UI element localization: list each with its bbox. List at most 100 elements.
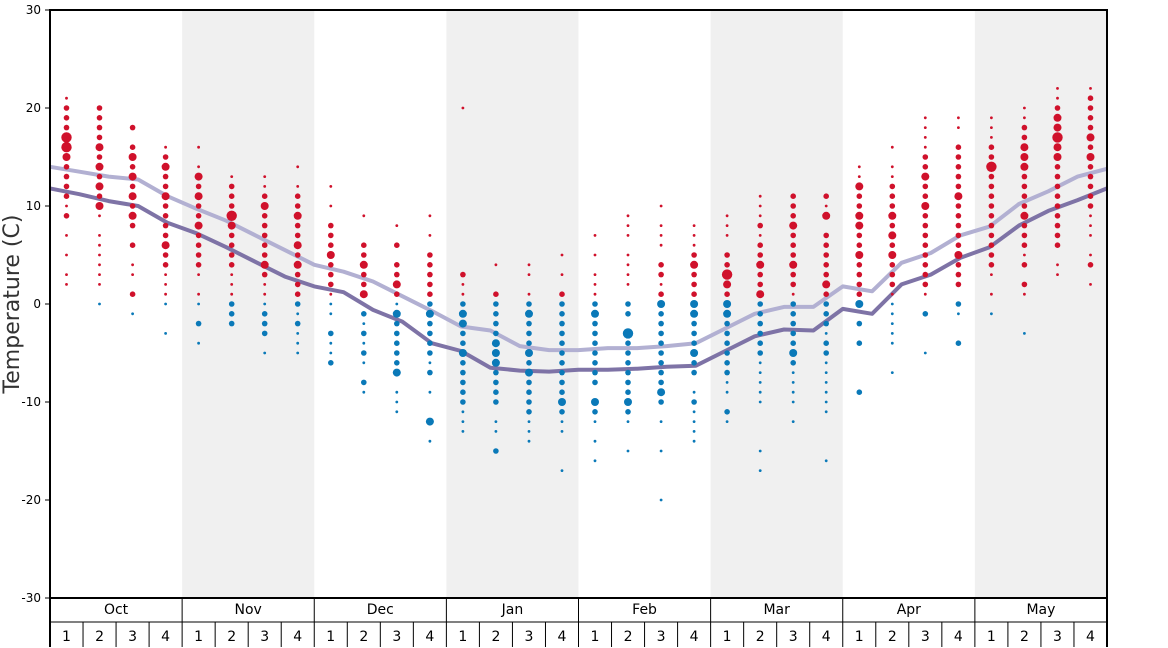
data-point [790, 271, 796, 278]
data-point [757, 311, 763, 317]
data-point [427, 320, 433, 327]
x-axis: Oct 1 2 3 4 Nov 1 2 3 4 Dec 1 2 3 4 Jan 1 2 3 4 Feb 1 2 3 4 Mar 1 2… [49, 598, 1108, 647]
data-point [559, 311, 565, 317]
y-tick-label: -20 [21, 493, 41, 507]
data-point [922, 183, 929, 190]
data-point [230, 175, 234, 179]
data-point [758, 390, 762, 394]
data-point [988, 144, 995, 150]
data-point [691, 252, 697, 258]
data-point [526, 301, 532, 307]
y-tick-label: 30 [26, 3, 41, 17]
data-point [824, 390, 828, 394]
data-point [128, 211, 137, 220]
data-point [65, 283, 68, 286]
data-point [559, 369, 565, 376]
data-point [261, 330, 268, 337]
data-point [527, 420, 531, 423]
data-point [129, 183, 136, 190]
data-point [296, 312, 300, 316]
data-point [954, 192, 963, 201]
data-point [922, 222, 929, 229]
data-point [427, 262, 433, 268]
data-point [1054, 173, 1061, 180]
data-point [526, 320, 532, 327]
data-point [526, 389, 532, 396]
data-point [691, 320, 697, 327]
week-label: 3 [789, 629, 798, 645]
data-point [460, 330, 466, 337]
data-point [988, 252, 995, 258]
data-point [162, 232, 169, 239]
data-point [658, 271, 664, 278]
data-point [359, 290, 368, 299]
data-point [395, 302, 399, 306]
data-point [593, 283, 597, 286]
data-point [724, 330, 730, 337]
data-point [592, 350, 598, 356]
data-point [823, 193, 829, 199]
data-point [988, 242, 995, 248]
data-point [460, 271, 466, 278]
data-point [1023, 332, 1026, 335]
data-point [493, 448, 499, 454]
data-point [162, 213, 169, 219]
data-point [988, 262, 995, 268]
data-point [988, 203, 995, 209]
data-point [559, 301, 565, 307]
data-point [988, 232, 995, 239]
data-point [362, 214, 366, 218]
data-point [922, 281, 929, 288]
data-point [855, 251, 864, 259]
data-point [1021, 173, 1028, 180]
data-point [1056, 87, 1059, 90]
data-point [294, 222, 301, 229]
data-point [990, 273, 993, 276]
data-point [1021, 183, 1028, 190]
data-point [593, 273, 597, 276]
data-point [228, 311, 235, 317]
data-point [329, 312, 333, 316]
data-point [129, 222, 136, 229]
data-point [392, 280, 401, 289]
data-point [824, 204, 828, 208]
data-point [526, 399, 532, 405]
data-point [955, 271, 962, 278]
data-point [96, 193, 103, 199]
data-point [329, 185, 333, 188]
data-point [593, 234, 597, 237]
week-label: 3 [657, 629, 666, 645]
data-point [757, 301, 763, 307]
data-point [756, 290, 765, 299]
week-label: 4 [1086, 629, 1095, 645]
data-point [1087, 115, 1094, 121]
data-point [65, 253, 68, 257]
data-point [526, 409, 532, 415]
data-point [721, 269, 733, 280]
data-point [162, 154, 169, 160]
data-point [625, 369, 631, 376]
data-point [96, 154, 103, 160]
data-point [328, 222, 334, 229]
data-point [824, 332, 828, 335]
y-axis: 30 20 10 0 -10 -20 -30 [21, 3, 50, 605]
data-point [65, 96, 68, 100]
data-point [560, 420, 564, 423]
data-point [491, 358, 500, 367]
data-point [757, 252, 763, 258]
data-point [328, 232, 334, 239]
data-point [1053, 123, 1062, 132]
data-point [1089, 224, 1092, 228]
data-point [658, 291, 664, 298]
week-label: 4 [558, 629, 567, 645]
data-point [96, 105, 103, 111]
data-point [63, 105, 70, 111]
month-label-mar: Mar [763, 602, 790, 618]
data-point [889, 242, 896, 248]
data-point [790, 301, 796, 307]
data-point [1023, 253, 1026, 257]
data-point [394, 242, 400, 248]
data-point [260, 260, 269, 269]
y-tick-label: 0 [33, 297, 41, 311]
data-point [329, 204, 333, 208]
